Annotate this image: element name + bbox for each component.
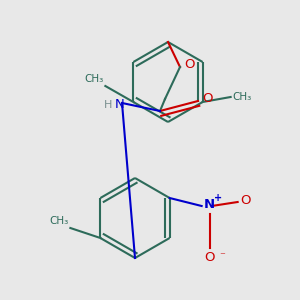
- Text: CH₃: CH₃: [84, 74, 104, 84]
- Text: H: H: [104, 100, 112, 110]
- Text: O: O: [204, 251, 215, 264]
- Text: N: N: [204, 197, 215, 211]
- Text: CH₃: CH₃: [49, 216, 68, 226]
- Text: CH₃: CH₃: [232, 92, 252, 102]
- Text: +: +: [214, 193, 222, 203]
- Text: O: O: [202, 92, 212, 106]
- Text: O: O: [184, 58, 194, 71]
- Text: O: O: [241, 194, 251, 208]
- Text: ⁻: ⁻: [220, 251, 226, 261]
- Text: N: N: [115, 98, 125, 112]
